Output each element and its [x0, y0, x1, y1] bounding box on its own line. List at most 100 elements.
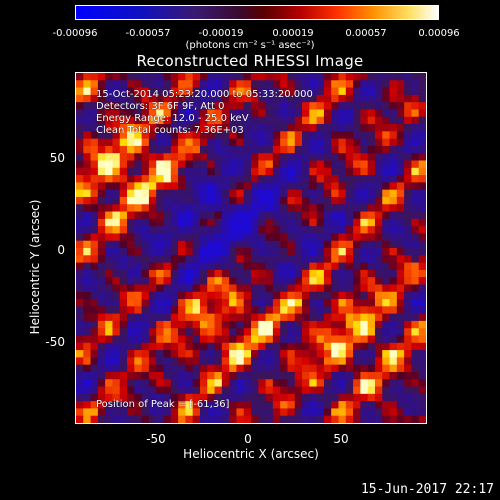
heatmap-cell — [156, 175, 164, 183]
heatmap-cell — [316, 386, 325, 395]
heatmap-cell — [323, 328, 332, 336]
heatmap-cell — [287, 393, 296, 402]
heatmap-cell — [163, 328, 172, 336]
heatmap-cell — [389, 153, 398, 161]
heatmap-cell — [309, 299, 318, 307]
heatmap-cell — [374, 226, 383, 234]
heatmap-cell — [258, 116, 266, 125]
heatmap-cell — [199, 131, 208, 140]
heatmap-cell — [134, 291, 143, 300]
heatmap-cell — [105, 415, 113, 423]
heatmap-cell — [418, 102, 426, 110]
heatmap-cell — [338, 408, 347, 417]
heatmap-cell — [148, 196, 157, 205]
heatmap-cell — [265, 94, 274, 103]
heatmap-cell — [353, 94, 361, 103]
heatmap-cell — [338, 211, 347, 220]
heatmap-cell — [148, 357, 157, 366]
heatmap-cell — [265, 342, 274, 351]
heatmap-cell — [382, 102, 390, 110]
heatmap-cell — [338, 248, 347, 256]
heatmap-cell — [214, 211, 223, 220]
heatmap-cell — [345, 291, 354, 300]
heatmap-cell — [221, 306, 230, 315]
heatmap-cell — [170, 248, 179, 256]
heatmap-cell — [316, 145, 325, 154]
heatmap-cell — [316, 182, 325, 191]
heatmap-cell — [258, 131, 266, 140]
heatmap-cell — [404, 328, 412, 336]
heatmap-cell — [272, 371, 281, 380]
heatmap-cell — [134, 386, 143, 395]
heatmap-cell — [265, 262, 274, 271]
heatmap-cell — [338, 94, 347, 103]
heatmap-cell — [367, 138, 376, 147]
heatmap-cell — [156, 350, 164, 358]
heatmap-cell — [345, 371, 354, 380]
heatmap-cell — [294, 415, 303, 423]
heatmap-cell — [272, 124, 281, 132]
heatmap-cell — [229, 131, 237, 140]
heatmap-cell — [119, 379, 128, 387]
heatmap-cell — [141, 240, 150, 249]
heatmap-cell — [119, 116, 128, 125]
heatmap-cell — [280, 226, 288, 234]
heatmap-cell — [389, 160, 398, 169]
heatmap-cell — [338, 335, 347, 344]
heatmap-cell — [331, 379, 339, 387]
heatmap-cell — [389, 145, 398, 154]
heatmap-cell — [207, 211, 215, 220]
heatmap-cell — [374, 313, 383, 322]
heatmap-cell — [302, 408, 310, 417]
heatmap-cell — [90, 189, 99, 198]
heatmap-cell — [418, 342, 426, 351]
heatmap-cell — [374, 342, 383, 351]
heatmap-cell — [309, 386, 318, 395]
heatmap-cell — [105, 262, 113, 271]
heatmap-cell — [345, 313, 354, 322]
heatmap-cell — [192, 204, 201, 212]
heatmap-cell — [83, 102, 91, 110]
heatmap-cell — [221, 379, 230, 387]
heatmap-cell — [236, 335, 245, 344]
heatmap-cell — [396, 320, 405, 329]
heatmap-cell — [112, 306, 121, 315]
heatmap-cell — [396, 131, 405, 140]
heatmap-cell — [192, 401, 201, 409]
heatmap-cell — [382, 204, 390, 212]
heatmap-cell — [185, 124, 194, 132]
heatmap-cell — [105, 350, 113, 358]
heatmap-cell — [90, 342, 99, 351]
heatmap-cell — [404, 277, 412, 285]
heatmap-cell — [119, 124, 128, 132]
heatmap-cell — [243, 124, 252, 132]
heatmap-cell — [302, 153, 310, 161]
heatmap-cell — [243, 335, 252, 344]
heatmap-cell — [127, 291, 135, 300]
heatmap-cell — [404, 167, 412, 176]
heatmap-cell — [382, 160, 390, 169]
heatmap-cell — [418, 248, 426, 256]
heatmap-cell — [302, 204, 310, 212]
info-detectors: Detectors: 3F 6F 9F, Att 0 — [96, 101, 225, 112]
heatmap-cell — [374, 160, 383, 169]
heatmap-cell — [112, 116, 121, 125]
heatmap-cell — [396, 233, 405, 242]
heatmap-cell — [97, 160, 106, 169]
heatmap-cell — [411, 328, 420, 336]
heatmap-cell — [134, 255, 143, 263]
heatmap-cell — [112, 204, 121, 212]
heatmap-cell — [185, 255, 194, 263]
heatmap-cell — [251, 153, 259, 161]
heatmap-cell — [76, 116, 84, 125]
heatmap-cell — [323, 124, 332, 132]
heatmap-cell — [170, 175, 179, 183]
heatmap-cell — [294, 277, 303, 285]
heatmap-cell — [323, 408, 332, 417]
x-tick-label: 50 — [333, 432, 349, 446]
heatmap-cell — [199, 124, 208, 132]
heatmap-cell — [170, 204, 179, 212]
heatmap-cell — [243, 145, 252, 154]
heatmap-cell — [396, 415, 405, 423]
heatmap-cell — [382, 299, 390, 307]
